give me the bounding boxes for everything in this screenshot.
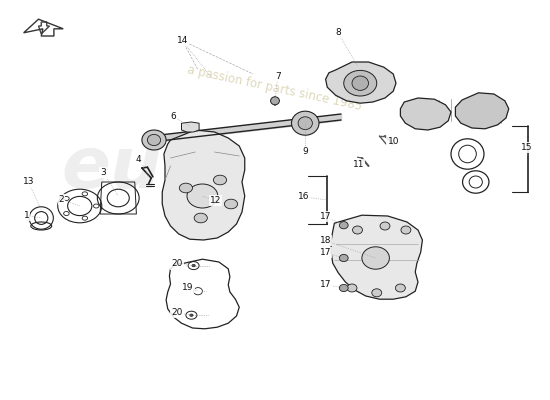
Text: 17: 17 — [320, 280, 331, 289]
Ellipse shape — [395, 284, 405, 292]
Text: 15: 15 — [521, 143, 532, 152]
Text: 14: 14 — [177, 36, 188, 45]
Ellipse shape — [190, 314, 193, 316]
Text: 19: 19 — [183, 283, 194, 292]
Polygon shape — [400, 98, 451, 130]
Text: euro: euro — [61, 134, 247, 202]
Ellipse shape — [179, 183, 192, 193]
Ellipse shape — [213, 175, 227, 185]
Ellipse shape — [344, 70, 377, 96]
Text: 12: 12 — [210, 196, 221, 205]
Ellipse shape — [292, 111, 319, 135]
Polygon shape — [326, 62, 396, 103]
Ellipse shape — [271, 97, 279, 105]
Text: 17: 17 — [320, 212, 331, 221]
Text: a passion for parts since 1985: a passion for parts since 1985 — [186, 63, 364, 113]
Ellipse shape — [192, 264, 195, 267]
Text: 16: 16 — [298, 192, 309, 201]
Polygon shape — [331, 215, 422, 299]
Text: 20: 20 — [172, 260, 183, 268]
Ellipse shape — [362, 247, 389, 269]
Ellipse shape — [147, 134, 161, 146]
Ellipse shape — [187, 184, 218, 208]
Text: 17: 17 — [320, 248, 331, 257]
Text: 9: 9 — [302, 147, 308, 156]
Polygon shape — [455, 93, 509, 129]
Text: 2: 2 — [59, 195, 64, 204]
Text: 20: 20 — [172, 308, 183, 317]
Text: 6: 6 — [170, 112, 176, 121]
Ellipse shape — [142, 130, 166, 150]
Text: 4: 4 — [136, 155, 141, 164]
Text: 18: 18 — [320, 236, 331, 245]
Text: 13: 13 — [23, 178, 34, 186]
Ellipse shape — [298, 117, 312, 130]
Text: 10: 10 — [388, 138, 399, 146]
Text: 1: 1 — [24, 211, 29, 220]
Ellipse shape — [372, 289, 382, 297]
Polygon shape — [182, 122, 199, 132]
Text: 7: 7 — [275, 72, 280, 81]
Text: 3: 3 — [101, 168, 106, 177]
Ellipse shape — [339, 254, 348, 262]
Ellipse shape — [339, 222, 348, 229]
Ellipse shape — [339, 284, 348, 292]
Ellipse shape — [224, 199, 238, 209]
Polygon shape — [162, 130, 245, 240]
Ellipse shape — [352, 76, 368, 90]
Ellipse shape — [353, 226, 362, 234]
Ellipse shape — [380, 222, 390, 230]
Ellipse shape — [194, 213, 207, 223]
Text: 8: 8 — [336, 28, 341, 37]
Ellipse shape — [347, 284, 357, 292]
Ellipse shape — [401, 226, 411, 234]
Text: 11: 11 — [353, 160, 364, 169]
